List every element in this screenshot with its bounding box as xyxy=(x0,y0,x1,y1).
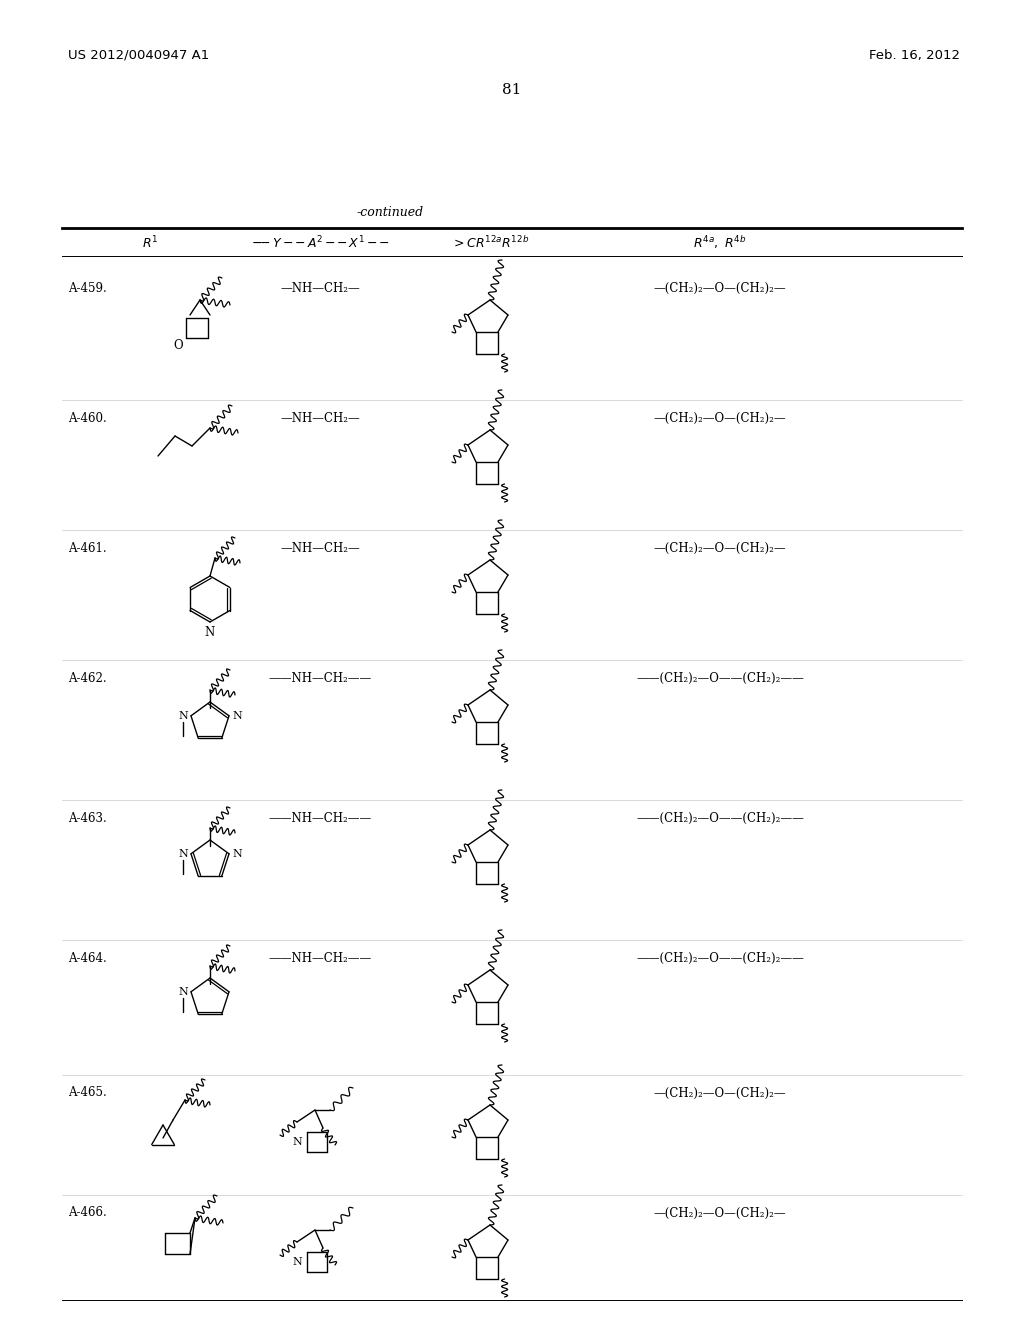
Text: —(CH₂)₂—O—(CH₂)₂—: —(CH₂)₂—O—(CH₂)₂— xyxy=(653,541,786,554)
Text: ——(CH₂)₂—O——(CH₂)₂——: ——(CH₂)₂—O——(CH₂)₂—— xyxy=(636,952,804,965)
Text: 81: 81 xyxy=(503,83,521,96)
Text: N: N xyxy=(292,1257,302,1267)
Text: N: N xyxy=(178,849,187,859)
Text: N: N xyxy=(232,710,242,721)
Text: US 2012/0040947 A1: US 2012/0040947 A1 xyxy=(68,49,209,62)
Text: —NH—CH₂—: —NH—CH₂— xyxy=(281,412,359,425)
Text: A-466.: A-466. xyxy=(68,1206,106,1220)
Text: —NH—CH₂—: —NH—CH₂— xyxy=(281,281,359,294)
Text: Feb. 16, 2012: Feb. 16, 2012 xyxy=(869,49,961,62)
Text: A-459.: A-459. xyxy=(68,281,106,294)
Text: $>CR^{12a}R^{12b}$: $>CR^{12a}R^{12b}$ xyxy=(451,235,529,251)
Text: A-460.: A-460. xyxy=(68,412,106,425)
Text: N: N xyxy=(178,710,187,721)
Text: ——NH—CH₂——: ——NH—CH₂—— xyxy=(268,952,372,965)
Text: $R^{4a},\ R^{4b}$: $R^{4a},\ R^{4b}$ xyxy=(693,235,746,251)
Text: —(CH₂)₂—O—(CH₂)₂—: —(CH₂)₂—O—(CH₂)₂— xyxy=(653,1206,786,1220)
Text: $-\!\!-Y-\!\!-A^{2}-\!\!-X^{1}-\!\!-$: $-\!\!-Y-\!\!-A^{2}-\!\!-X^{1}-\!\!-$ xyxy=(251,235,389,251)
Text: ——(CH₂)₂—O——(CH₂)₂——: ——(CH₂)₂—O——(CH₂)₂—— xyxy=(636,812,804,825)
Text: O: O xyxy=(173,339,183,352)
Text: $R^{1}$: $R^{1}$ xyxy=(142,235,158,251)
Text: A-463.: A-463. xyxy=(68,812,106,825)
Text: —(CH₂)₂—O—(CH₂)₂—: —(CH₂)₂—O—(CH₂)₂— xyxy=(653,412,786,425)
Text: A-464.: A-464. xyxy=(68,952,106,965)
Text: -continued: -continued xyxy=(356,206,424,219)
Text: N: N xyxy=(292,1137,302,1147)
Text: ——NH—CH₂——: ——NH—CH₂—— xyxy=(268,672,372,685)
Text: N: N xyxy=(205,626,215,639)
Text: A-465.: A-465. xyxy=(68,1086,106,1100)
Text: ——NH—CH₂——: ——NH—CH₂—— xyxy=(268,812,372,825)
Text: —NH—CH₂—: —NH—CH₂— xyxy=(281,541,359,554)
Text: ——(CH₂)₂—O——(CH₂)₂——: ——(CH₂)₂—O——(CH₂)₂—— xyxy=(636,672,804,685)
Text: —(CH₂)₂—O—(CH₂)₂—: —(CH₂)₂—O—(CH₂)₂— xyxy=(653,1086,786,1100)
Text: N: N xyxy=(232,849,242,859)
Text: A-461.: A-461. xyxy=(68,541,106,554)
Text: N: N xyxy=(178,987,187,997)
Text: —(CH₂)₂—O—(CH₂)₂—: —(CH₂)₂—O—(CH₂)₂— xyxy=(653,281,786,294)
Text: A-462.: A-462. xyxy=(68,672,106,685)
